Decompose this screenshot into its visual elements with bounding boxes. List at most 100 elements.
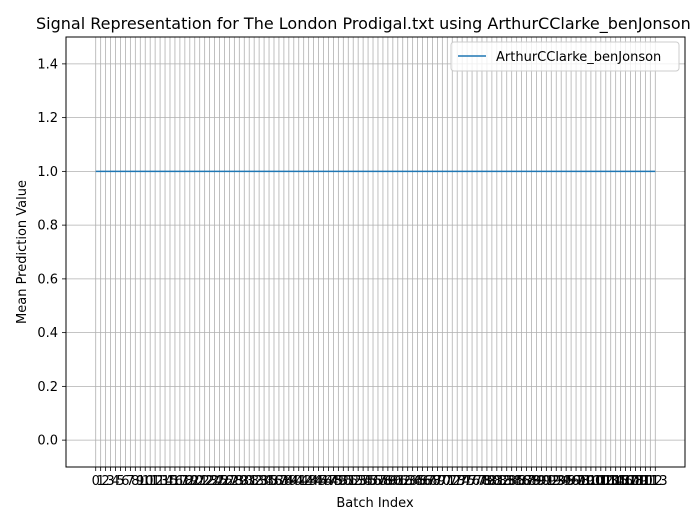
x-tick-label: 112 <box>638 474 663 489</box>
x-tick-label: 18 <box>177 474 194 489</box>
x-tick-label: 102 <box>588 474 613 489</box>
x-tick-label: 59 <box>380 474 397 489</box>
x-tick-label: 85 <box>508 474 525 489</box>
x-tick-label: 67 <box>419 474 436 489</box>
x-tick-label: 101 <box>583 474 608 489</box>
x-tick-label: 1 <box>97 474 105 489</box>
x-tick-label: 107 <box>613 474 638 489</box>
x-tick-label: 34 <box>256 474 273 489</box>
x-tick-label: 100 <box>578 474 603 489</box>
x-tick-label: 113 <box>643 474 668 489</box>
x-tick-label: 19 <box>182 474 199 489</box>
x-tick-label: 80 <box>484 474 501 489</box>
x-tick-label: 87 <box>518 474 535 489</box>
x-tick-label: 61 <box>390 474 407 489</box>
x-tick-label: 95 <box>558 474 575 489</box>
x-tick-label: 12 <box>147 474 164 489</box>
x-tick-label: 90 <box>533 474 550 489</box>
x-tick-label: 16 <box>167 474 184 489</box>
ticks: 0123456789101112131415161718192021222324… <box>37 57 667 489</box>
x-tick-label: 91 <box>538 474 555 489</box>
legend: ArthurCClarke_benJonson <box>450 41 680 72</box>
y-tick-label: 0.2 <box>37 380 58 395</box>
legend-box <box>450 41 680 72</box>
x-tick-label: 28 <box>226 474 243 489</box>
x-tick-label: 73 <box>449 474 466 489</box>
x-tick-label: 8 <box>131 474 139 489</box>
x-tick-label: 88 <box>523 474 540 489</box>
x-tick-label: 52 <box>345 474 362 489</box>
x-tick-label: 63 <box>399 474 416 489</box>
y-tick-label: 1.4 <box>37 57 58 72</box>
x-tick-label: 92 <box>543 474 560 489</box>
y-tick-label: 0.8 <box>37 219 58 234</box>
x-tick-label: 29 <box>231 474 248 489</box>
x-tick-label: 5 <box>116 474 124 489</box>
x-tick-label: 65 <box>409 474 426 489</box>
x-tick-label: 49 <box>330 474 347 489</box>
x-tick-label: 69 <box>429 474 446 489</box>
x-tick-label: 45 <box>310 474 327 489</box>
x-tick-label: 21 <box>191 474 208 489</box>
x-tick-label: 0 <box>92 474 100 489</box>
x-tick-label: 74 <box>454 474 471 489</box>
x-tick-label: 76 <box>464 474 481 489</box>
x-tick-label: 83 <box>498 474 515 489</box>
x-tick-label: 24 <box>206 474 223 489</box>
x-tick-label: 43 <box>300 474 317 489</box>
x-tick-label: 98 <box>573 474 590 489</box>
x-tick-label: 106 <box>608 474 633 489</box>
x-tick-label: 81 <box>489 474 506 489</box>
x-tick-label: 23 <box>201 474 218 489</box>
x-tick-label: 26 <box>216 474 233 489</box>
x-tick-label: 47 <box>320 474 337 489</box>
x-tick-label: 40 <box>286 474 303 489</box>
x-tick-label: 6 <box>121 474 129 489</box>
x-tick-label: 104 <box>598 474 623 489</box>
grid <box>66 37 685 467</box>
x-tick-label: 42 <box>295 474 312 489</box>
x-tick-label: 93 <box>548 474 565 489</box>
x-tick-label: 77 <box>469 474 486 489</box>
x-axis-label: Batch Index <box>336 496 414 511</box>
x-tick-label: 44 <box>305 474 322 489</box>
x-tick-label: 14 <box>157 474 174 489</box>
x-tick-label: 66 <box>414 474 431 489</box>
x-tick-label: 56 <box>365 474 382 489</box>
x-tick-label: 71 <box>439 474 456 489</box>
x-tick-label: 110 <box>628 474 653 489</box>
x-tick-label: 96 <box>563 474 580 489</box>
x-tick-label: 33 <box>251 474 268 489</box>
x-tick-label: 51 <box>340 474 357 489</box>
x-tick-label: 79 <box>479 474 496 489</box>
x-tick-label: 72 <box>444 474 461 489</box>
x-tick-label: 17 <box>172 474 189 489</box>
y-tick-label: 1.0 <box>37 165 58 180</box>
x-tick-label: 37 <box>271 474 288 489</box>
x-tick-label: 82 <box>494 474 511 489</box>
x-tick-label: 86 <box>513 474 530 489</box>
x-tick-label: 2 <box>101 474 109 489</box>
x-tick-label: 84 <box>503 474 520 489</box>
x-tick-label: 39 <box>281 474 298 489</box>
x-tick-label: 78 <box>474 474 491 489</box>
x-tick-label: 70 <box>434 474 451 489</box>
x-tick-label: 108 <box>618 474 643 489</box>
x-tick-label: 4 <box>111 474 119 489</box>
x-tick-label: 35 <box>261 474 278 489</box>
x-tick-label: 97 <box>568 474 585 489</box>
x-tick-label: 9 <box>136 474 144 489</box>
x-tick-label: 3 <box>106 474 114 489</box>
x-tick-label: 111 <box>633 474 658 489</box>
x-tick-label: 60 <box>385 474 402 489</box>
x-tick-label: 15 <box>162 474 179 489</box>
x-tick-label: 68 <box>424 474 441 489</box>
chart-title: Signal Representation for The London Pro… <box>36 14 691 34</box>
x-tick-label: 38 <box>276 474 293 489</box>
x-tick-label: 109 <box>623 474 648 489</box>
x-tick-label: 50 <box>335 474 352 489</box>
x-tick-label: 62 <box>394 474 411 489</box>
x-tick-label: 41 <box>290 474 307 489</box>
x-tick-label: 13 <box>152 474 169 489</box>
